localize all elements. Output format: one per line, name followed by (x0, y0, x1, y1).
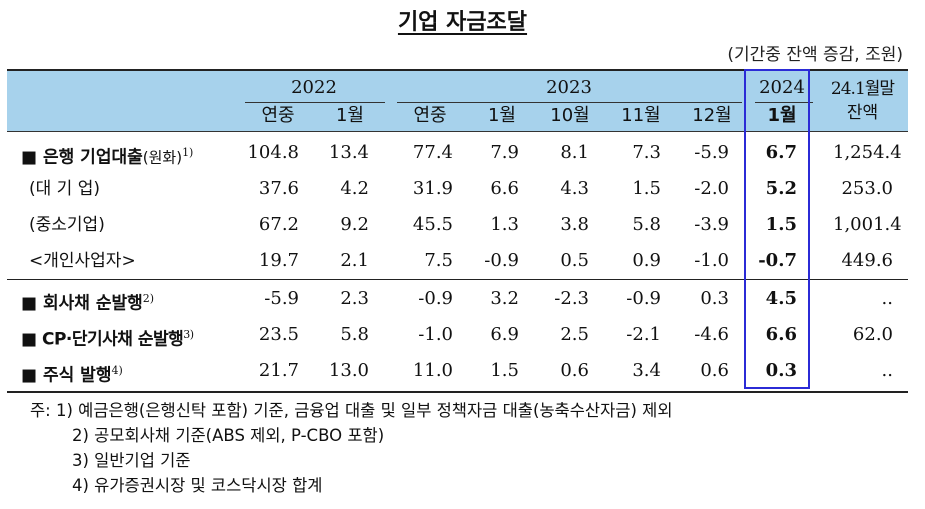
cell-r6-2024-jan: 6.6 (765, 324, 797, 345)
cell-r7-2024-jan: 0.3 (765, 360, 797, 381)
cell-r3-2023-dec: -3.9 (694, 214, 729, 235)
cell-r4-2022-annual: 19.7 (258, 250, 299, 271)
cell-r3-2023-nov: 5.8 (632, 214, 661, 235)
row-label-bank-loans: ■ 은행 기업대출(원화)1) (21, 146, 194, 168)
cell-r4-balance: 449.6 (841, 250, 893, 271)
cell-r5-2022-jan: 2.3 (340, 288, 369, 309)
cell-r3-2022-annual: 67.2 (258, 214, 299, 235)
cell-r6-2023-dec: -4.6 (694, 324, 729, 345)
cell-r5-2023-dec: 0.3 (700, 288, 729, 309)
cell-r3-2023-annual: 45.5 (412, 214, 453, 235)
cell-r5-2023-annual: -0.9 (418, 288, 453, 309)
cell-r6-balance: 62.0 (852, 324, 893, 345)
cell-r2-2023-jan: 6.6 (490, 178, 519, 199)
cell-r2-2022-jan: 4.2 (340, 178, 369, 199)
financing-table: 2022 2023 2024 24.1월말 잔액 연중 1월 연중 1월 10월… (7, 69, 908, 393)
subcol-2023-oct: 10월 (550, 105, 590, 126)
cell-r5-2024-jan: 4.5 (765, 288, 797, 309)
cell-r6-2022-jan: 5.8 (340, 324, 369, 345)
subcol-2023-dec: 12월 (692, 105, 732, 126)
cell-r3-2023-jan: 1.3 (490, 214, 519, 235)
cell-r7-2023-annual: 11.0 (412, 360, 453, 381)
cell-r5-2023-nov: -0.9 (626, 288, 661, 309)
cell-r7-2023-jan: 1.5 (490, 360, 519, 381)
cell-r2-balance: 253.0 (841, 178, 893, 199)
cell-r7-2022-annual: 21.7 (258, 360, 299, 381)
section-divider-1 (7, 279, 908, 280)
cell-r1-balance: 1,254.4 (833, 142, 902, 163)
footnote-1: 주: 1) 예금은행(은행신탁 포함) 기준, 금융업 대출 및 일부 정책자금… (30, 401, 673, 420)
cell-r4-2023-jan: -0.9 (484, 250, 519, 271)
cell-r4-2023-dec: -1.0 (694, 250, 729, 271)
year-2024: 2024 (759, 77, 805, 98)
unit-label: (기간중 잔액 증감, 조원) (727, 45, 903, 65)
cell-r7-balance: .. (881, 360, 893, 381)
cell-r4-2024-jan: -0.7 (758, 250, 797, 271)
table-header: 2022 2023 2024 24.1월말 잔액 연중 1월 연중 1월 10월… (7, 71, 908, 132)
year-2022-underline (245, 102, 385, 103)
cell-r3-2023-oct: 3.8 (560, 214, 589, 235)
row-label-sme: (중소기업) (29, 215, 105, 235)
balance-header-line2: 잔액 (846, 103, 879, 123)
row-label-self-employed: <개인사업자> (29, 251, 136, 271)
cell-r1-2023-oct: 8.1 (560, 142, 589, 163)
highlight-2024-jan-column (744, 69, 810, 389)
cell-r2-2022-annual: 37.6 (258, 178, 299, 199)
subcol-2024-jan: 1월 (767, 105, 797, 126)
cell-r7-2023-oct: 0.6 (560, 360, 589, 381)
cell-r1-2023-annual: 77.4 (412, 142, 453, 163)
row-label-cp-short-term-bonds: ■ CP·단기사채 순발행3) (21, 328, 194, 350)
cell-r5-balance: .. (881, 288, 893, 309)
cell-r4-2022-jan: 2.1 (340, 250, 369, 271)
year-2023: 2023 (546, 77, 592, 98)
cell-r7-2023-dec: 0.6 (700, 360, 729, 381)
cell-r1-2023-dec: -5.9 (694, 142, 729, 163)
year-2022: 2022 (291, 77, 337, 98)
cell-r6-2023-nov: -2.1 (626, 324, 661, 345)
row-label-stock-issuance: ■ 주식 발행4) (21, 364, 123, 386)
subcol-2023-annual: 연중 (413, 105, 447, 126)
row-label-large-firms: (대 기 업) (29, 179, 100, 199)
year-2024-underline (755, 102, 813, 103)
cell-r2-2024-jan: 5.2 (765, 178, 797, 199)
cell-r2-2023-dec: -2.0 (694, 178, 729, 199)
cell-r3-balance: 1,001.4 (833, 214, 902, 235)
subcol-2022-annual: 연중 (261, 105, 295, 126)
cell-r6-2022-annual: 23.5 (258, 324, 299, 345)
cell-r5-2023-jan: 3.2 (490, 288, 519, 309)
cell-r2-2023-oct: 4.3 (560, 178, 589, 199)
cell-r6-2023-oct: 2.5 (560, 324, 589, 345)
cell-r3-2022-jan: 9.2 (340, 214, 369, 235)
cell-r6-2023-annual: -1.0 (418, 324, 453, 345)
cell-r2-2023-annual: 31.9 (412, 178, 453, 199)
cell-r4-2023-annual: 7.5 (424, 250, 453, 271)
year-2023-underline (397, 102, 742, 103)
cell-r5-2023-oct: -2.3 (554, 288, 589, 309)
cell-r6-2023-jan: 6.9 (490, 324, 519, 345)
subcol-2023-nov: 11월 (621, 105, 661, 126)
cell-r7-2023-nov: 3.4 (632, 360, 661, 381)
cell-r7-2022-jan: 13.0 (328, 360, 369, 381)
cell-r4-2023-nov: 0.9 (632, 250, 661, 271)
cell-r2-2023-nov: 1.5 (632, 178, 661, 199)
balance-header-line1: 24.1월말 (830, 79, 895, 99)
cell-r1-2023-jan: 7.9 (490, 142, 519, 163)
cell-r5-2022-annual: -5.9 (264, 288, 299, 309)
footnote-4: 4) 유가증권시장 및 코스닥시장 합계 (72, 476, 323, 495)
subcol-2023-jan: 1월 (487, 105, 516, 126)
cell-r1-2022-jan: 13.4 (328, 142, 369, 163)
row-label-corporate-bonds: ■ 회사채 순발행2) (21, 292, 155, 314)
subcol-2022-jan: 1월 (335, 105, 364, 126)
cell-r1-2022-annual: 104.8 (247, 142, 299, 163)
cell-r1-2023-nov: 7.3 (632, 142, 661, 163)
document-title: 기업 자금조달 (397, 10, 528, 35)
cell-r4-2023-oct: 0.5 (560, 250, 589, 271)
footnotes: 주: 1) 예금은행(은행신탁 포함) 기준, 금융업 대출 및 일부 정책자금… (30, 398, 673, 498)
cell-r1-2024-jan: 6.7 (765, 142, 797, 163)
footnote-2: 2) 공모회사채 기준(ABS 제외, P-CBO 포함) (72, 426, 385, 445)
footnote-3: 3) 일반기업 기준 (72, 451, 191, 470)
cell-r3-2024-jan: 1.5 (765, 214, 797, 235)
